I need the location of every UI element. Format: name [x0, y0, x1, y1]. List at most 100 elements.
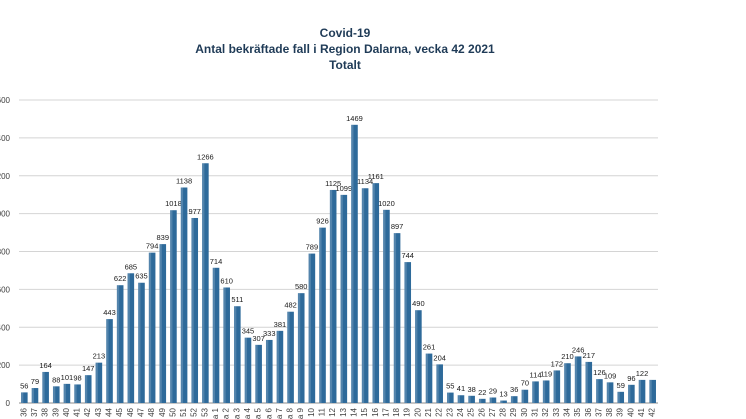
x-tick-label: 46 [126, 407, 135, 416]
bar [628, 384, 635, 403]
bar-highlight [564, 363, 567, 403]
bar [393, 233, 401, 403]
bar [585, 361, 593, 403]
bar [297, 293, 305, 403]
y-tick-label: 1400 [0, 134, 11, 143]
x-tick-label: 25 [467, 407, 476, 416]
x-tick-label: 37 [594, 407, 603, 416]
bar-highlight [191, 217, 194, 403]
y-tick-label: 1200 [0, 172, 11, 181]
x-tick-label: 41 [73, 407, 82, 416]
bar-highlight [489, 397, 492, 403]
bar [404, 262, 412, 403]
bar [74, 384, 81, 403]
bar-highlight [95, 362, 98, 403]
x-tick-label: 36 [19, 407, 28, 416]
bar [383, 209, 390, 403]
x-tick-label: 40 [626, 407, 635, 416]
bar [478, 398, 486, 403]
x-tick-label: 27 [488, 407, 497, 416]
data-label: 333 [263, 329, 276, 338]
bar-highlight [425, 353, 429, 403]
x-tick-label: 21 [424, 407, 433, 416]
x-tick-label: 38 [41, 407, 50, 416]
bar-highlight [319, 227, 322, 403]
bar-highlight [276, 330, 279, 403]
data-label: 13 [499, 390, 507, 399]
data-label: 147 [82, 364, 95, 373]
x-tick-label: 32 [541, 407, 550, 416]
data-label: 1266 [197, 152, 214, 161]
bar-highlight [521, 389, 524, 403]
data-label: 164 [39, 361, 52, 370]
bar [574, 356, 582, 403]
bar [287, 311, 294, 403]
bar [308, 253, 316, 403]
bar-highlight [127, 273, 130, 403]
bar [21, 392, 28, 403]
bar-highlight [234, 306, 237, 403]
bar-highlight [542, 380, 546, 403]
data-label: 213 [93, 352, 106, 361]
bar-highlight [447, 392, 450, 403]
bar [436, 364, 443, 403]
bar-highlight [297, 293, 301, 403]
bar-highlight [21, 392, 24, 403]
bar [457, 395, 465, 403]
data-label: 59 [617, 381, 625, 390]
bar [255, 344, 262, 403]
data-label: 101 [61, 373, 74, 382]
x-tick-label: 48 [147, 407, 156, 416]
data-label: 70 [521, 379, 529, 388]
data-label: 1138 [176, 176, 192, 185]
bar [564, 363, 571, 403]
x-tick-label: 47 [136, 407, 145, 416]
data-label: 685 [125, 262, 138, 271]
bar [617, 391, 625, 403]
x-tick-label: 16 [371, 407, 380, 416]
bar [52, 386, 60, 403]
bar [202, 163, 209, 403]
bar-highlight [574, 356, 578, 403]
y-tick-label: 200 [0, 361, 11, 370]
data-label: 114 [530, 370, 542, 379]
bar [510, 396, 518, 403]
bar [606, 382, 614, 403]
data-label: 126 [593, 368, 606, 377]
data-label: 41 [457, 384, 465, 393]
bar-highlight [223, 287, 226, 403]
bar [116, 285, 124, 403]
bar-highlight [287, 311, 290, 403]
x-tick-label: 37 [30, 407, 39, 416]
data-label: 55 [446, 382, 454, 391]
chart-subtitle-2: Totalt [329, 58, 361, 72]
bar-highlight [617, 391, 620, 403]
data-label: 580 [295, 282, 308, 291]
bar-highlight [606, 382, 610, 403]
x-tick-label: 51 [179, 407, 188, 416]
bar-highlight [52, 386, 56, 403]
x-tick-label: 31 [531, 407, 540, 416]
bar-highlight [532, 381, 535, 403]
data-label: 443 [103, 308, 116, 317]
data-label: 36 [510, 385, 518, 394]
bar [276, 330, 284, 403]
x-tick-label: 22 [435, 407, 444, 416]
data-label: 1020 [378, 199, 395, 208]
bar-highlight [393, 233, 397, 403]
bar-highlight [638, 379, 642, 403]
data-label: 839 [157, 233, 170, 242]
x-tick-label: a 9 [296, 407, 305, 419]
bar-highlight [478, 398, 482, 403]
x-tick-label: 12 [328, 407, 337, 416]
data-label: 204 [433, 353, 446, 362]
x-tick-label: 44 [105, 407, 114, 416]
bar-highlight [63, 383, 66, 403]
bar-highlight [372, 183, 375, 403]
x-tick-label: 34 [562, 407, 571, 416]
bar-highlight [159, 244, 162, 403]
data-label: 307 [252, 334, 265, 343]
bar [212, 267, 220, 403]
bar [191, 217, 199, 403]
x-tick-label: 30 [520, 407, 529, 416]
